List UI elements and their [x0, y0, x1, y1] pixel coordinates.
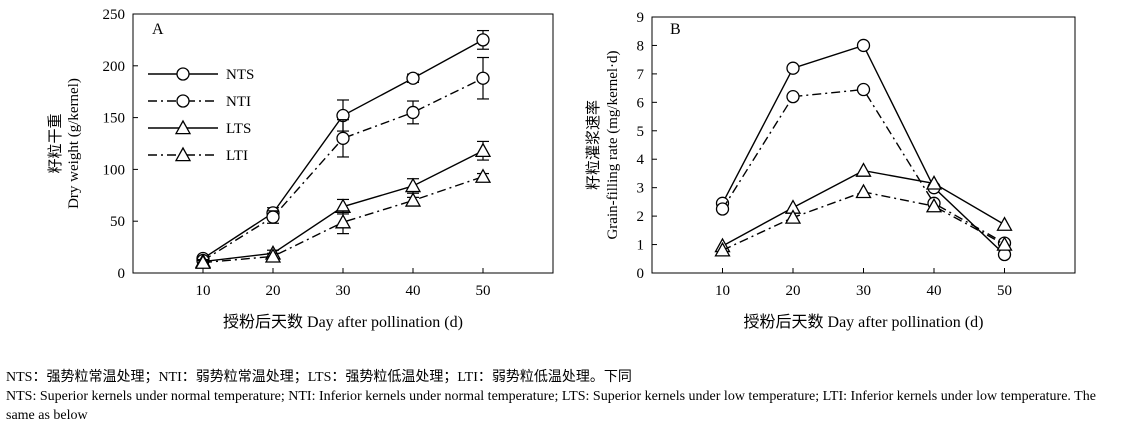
data-point	[476, 33, 490, 47]
legend-marker	[174, 119, 192, 135]
x-tick-label: 20	[786, 283, 801, 299]
x-tick-label: 50	[476, 283, 491, 299]
data-point	[476, 71, 490, 85]
y-tick-label: 9	[637, 10, 645, 26]
x-tick-label: 10	[715, 283, 730, 299]
y-tick-label: 200	[103, 59, 126, 75]
legend: NTS NTI LTS LTI	[148, 67, 254, 164]
data-point	[786, 89, 800, 104]
data-point	[334, 213, 352, 229]
x-tick-label: 40	[406, 283, 421, 299]
x-tick-label: 40	[927, 283, 942, 299]
plot-frame	[651, 16, 1076, 274]
data-point	[406, 105, 420, 120]
y-axis-label: Dry weight (g/kernel)	[66, 78, 82, 209]
legend-label: NTS	[226, 67, 254, 83]
series-lti	[714, 183, 1013, 257]
x-tick-label: 30	[336, 283, 351, 299]
legend-label: LTS	[226, 121, 251, 137]
x-tick-label: 20	[266, 283, 281, 299]
panel-label: A	[152, 21, 164, 38]
legend-marker	[176, 94, 190, 108]
x-tick-label: 50	[997, 283, 1012, 299]
data-point	[856, 82, 871, 97]
y-tick-label: 100	[103, 162, 126, 178]
data-point	[194, 254, 212, 269]
data-point	[925, 197, 943, 213]
data-point	[474, 168, 492, 183]
y-tick-label: 8	[637, 38, 645, 54]
panel-b: 0 1 2 3 4 5 6 7 8 9 10 20 30 40 50 授粉后天数 Day after poll…	[584, 10, 1076, 331]
series-line	[722, 169, 1005, 247]
panel-label: B	[670, 21, 681, 38]
data-point	[715, 202, 730, 216]
data-point	[406, 71, 420, 85]
y-tick-label: 1	[637, 238, 645, 254]
series-line	[202, 77, 484, 262]
y-tick-label: 4	[637, 152, 645, 168]
legend-label: LTI	[226, 148, 248, 164]
figure-caption: NTS：强势粒常温处理；NTI：弱势粒常温处理；LTS：强势粒低温处理；LTI：…	[6, 368, 1118, 425]
data-point	[336, 131, 350, 145]
data-point	[786, 61, 800, 75]
legend-label: NTI	[226, 94, 251, 110]
y-axis-label: Grain-filling rate (mg/kernel·d)	[605, 50, 621, 239]
y-axis-label-chinese: 籽粒干重	[47, 113, 64, 173]
data-point	[996, 236, 1013, 251]
y-axis-label-chinese: 籽粒灌浆速率	[584, 100, 602, 190]
caption-english: NTS: Superior kernels under normal tempe…	[6, 389, 1096, 423]
data-point	[474, 142, 492, 158]
data-point	[855, 162, 872, 177]
y-tick-label: 3	[637, 181, 645, 197]
y-tick-label: 0	[118, 266, 126, 282]
data-point	[714, 241, 731, 257]
data-point	[784, 209, 802, 224]
series-nts	[715, 38, 1012, 262]
data-point	[855, 183, 872, 199]
y-tick-label: 0	[637, 266, 645, 282]
data-point	[404, 177, 422, 193]
y-tick-label: 2	[637, 209, 645, 225]
data-point	[266, 210, 280, 224]
legend-marker	[176, 67, 190, 81]
data-point	[856, 38, 871, 53]
data-point	[264, 248, 282, 263]
y-tick-label: 7	[637, 67, 645, 83]
data-point	[925, 175, 943, 190]
data-point	[404, 192, 422, 207]
series-lts	[714, 162, 1013, 253]
y-tick-label: 5	[637, 124, 645, 140]
x-axis-label: 授粉后天数 Day after pollination (d)	[744, 313, 984, 331]
series-lti	[194, 168, 492, 269]
y-tick-label: 250	[103, 7, 126, 23]
y-tick-label: 150	[103, 111, 126, 127]
y-tick-label: 50	[110, 214, 125, 230]
data-point	[996, 216, 1013, 231]
x-tick-label: 10	[196, 283, 211, 299]
panel-a: 0 50 100 150 200 250 10 20 30 40 50 授粉后天数 Day after…	[47, 7, 554, 331]
y-tick-label: 6	[637, 95, 645, 111]
legend-marker	[174, 146, 192, 162]
x-tick-label: 30	[856, 283, 871, 299]
x-axis-label: 授粉后天数 Day after pollination (d)	[223, 313, 463, 331]
series-line	[202, 175, 484, 264]
caption-chinese: NTS：强势粒常温处理；NTI：弱势粒常温处理；LTS：强势粒低温处理；LTI：…	[6, 370, 632, 385]
